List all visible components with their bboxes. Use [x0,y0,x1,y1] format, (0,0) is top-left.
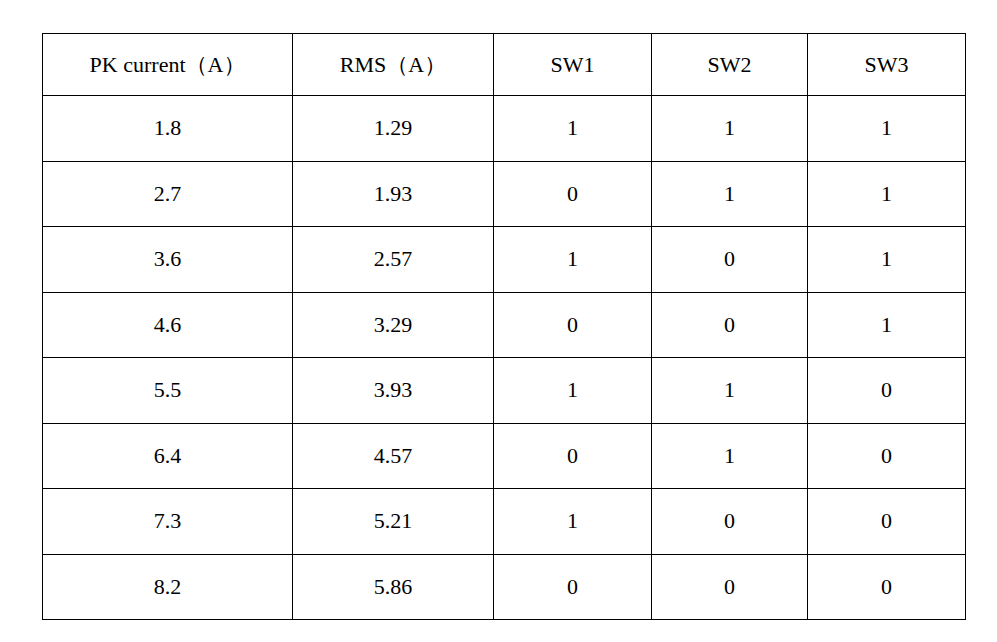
table-row: 3.62.57101 [43,227,966,293]
table-cell: 1 [808,227,966,293]
table-cell: 1 [494,489,652,555]
table-cell: 0 [494,554,652,620]
header-cell-sw2: SW2 [652,34,808,96]
table-cell: 1 [652,96,808,162]
table-cell: 1.93 [293,161,494,227]
table-cell: 1 [494,358,652,424]
table-cell: 0 [494,161,652,227]
table-cell: 0 [808,489,966,555]
table-cell: 0 [652,292,808,358]
table-body: 1.81.291112.71.930113.62.571014.63.29001… [43,96,966,620]
table-cell: 2.7 [43,161,293,227]
table-cell: 4.57 [293,423,494,489]
table-cell: 7.3 [43,489,293,555]
table-cell: 0 [808,554,966,620]
table-row: 7.35.21100 [43,489,966,555]
table-row: 4.63.29001 [43,292,966,358]
table-cell: 1 [652,423,808,489]
table-cell: 1 [808,161,966,227]
table-cell: 1 [652,161,808,227]
table-cell: 3.93 [293,358,494,424]
table-row: 2.71.93011 [43,161,966,227]
header-cell-pk-current: PK current（A） [43,34,293,96]
table-cell: 1 [808,292,966,358]
header-cell-sw1: SW1 [494,34,652,96]
table-cell: 0 [652,554,808,620]
header-cell-rms: RMS（A） [293,34,494,96]
table-cell: 6.4 [43,423,293,489]
table-cell: 5.86 [293,554,494,620]
table-cell: 0 [494,423,652,489]
table-row: 5.53.93110 [43,358,966,424]
table-cell: 0 [652,227,808,293]
table-cell: 1 [808,96,966,162]
pk-current-rms-switch-table: PK current（A） RMS（A） SW1 SW2 SW3 1.81.29… [42,33,966,620]
table-cell: 0 [808,358,966,424]
table-cell: 5.21 [293,489,494,555]
table-row: 6.44.57010 [43,423,966,489]
table-cell: 0 [652,489,808,555]
table-cell: 1 [494,227,652,293]
table-cell: 8.2 [43,554,293,620]
header-row: PK current（A） RMS（A） SW1 SW2 SW3 [43,34,966,96]
table-cell: 3.29 [293,292,494,358]
table-cell: 2.57 [293,227,494,293]
table-cell: 1.29 [293,96,494,162]
table-cell: 3.6 [43,227,293,293]
table-cell: 0 [808,423,966,489]
table-cell: 4.6 [43,292,293,358]
table-cell: 1 [494,96,652,162]
header-cell-sw3: SW3 [808,34,966,96]
table-row: 1.81.29111 [43,96,966,162]
page: PK current（A） RMS（A） SW1 SW2 SW3 1.81.29… [0,0,997,642]
table-row: 8.25.86000 [43,554,966,620]
table-cell: 5.5 [43,358,293,424]
table-cell: 1.8 [43,96,293,162]
table-cell: 0 [494,292,652,358]
table-cell: 1 [652,358,808,424]
